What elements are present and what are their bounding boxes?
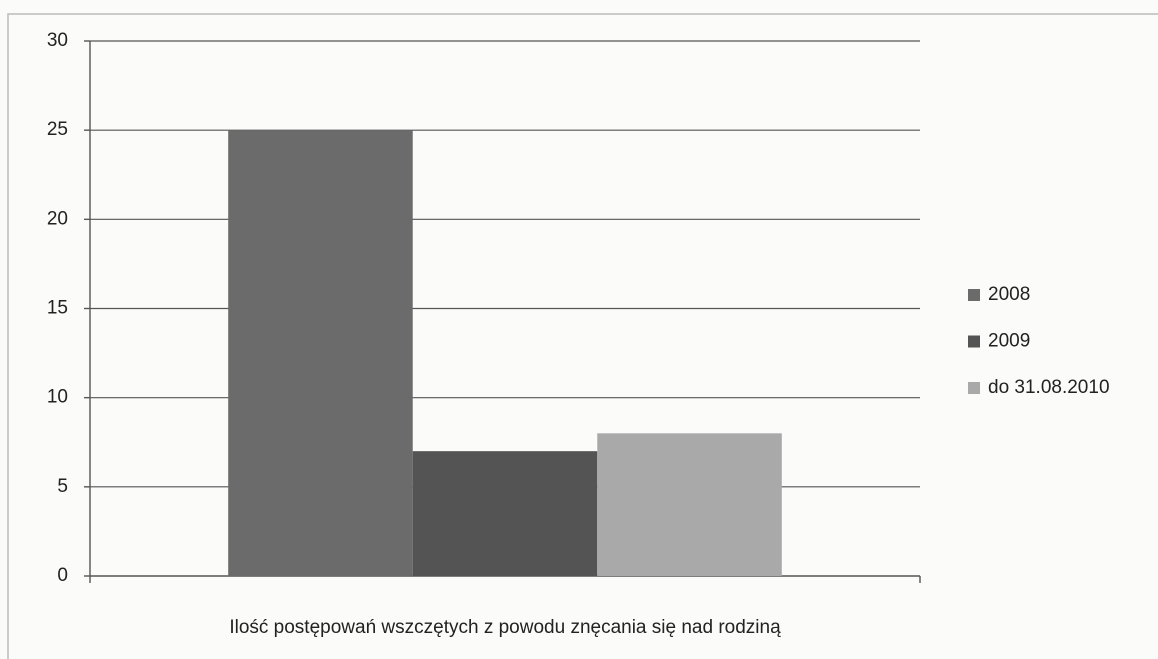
legend-swatch — [968, 335, 980, 348]
x-tick-label: Ilość postępowań wszczętych z powodu znę… — [229, 617, 781, 638]
y-tick-label: 20 — [47, 208, 68, 229]
legend-label: 2008 — [988, 284, 1030, 305]
y-tick-label: 5 — [57, 476, 68, 497]
bar — [597, 433, 782, 576]
chart-frame — [7, 13, 1158, 659]
y-tick-label: 0 — [57, 565, 68, 586]
bar — [228, 130, 413, 576]
legend-swatch — [968, 382, 980, 394]
y-tick-label: 10 — [47, 387, 68, 408]
y-tick-label: 30 — [47, 30, 68, 51]
legend-label: do 31.08.2010 — [988, 377, 1110, 398]
bar — [412, 451, 598, 576]
y-tick-label: 25 — [47, 119, 68, 140]
legend-label: 2009 — [988, 331, 1030, 352]
y-tick-label: 15 — [47, 298, 68, 319]
legend-swatch — [968, 289, 980, 301]
